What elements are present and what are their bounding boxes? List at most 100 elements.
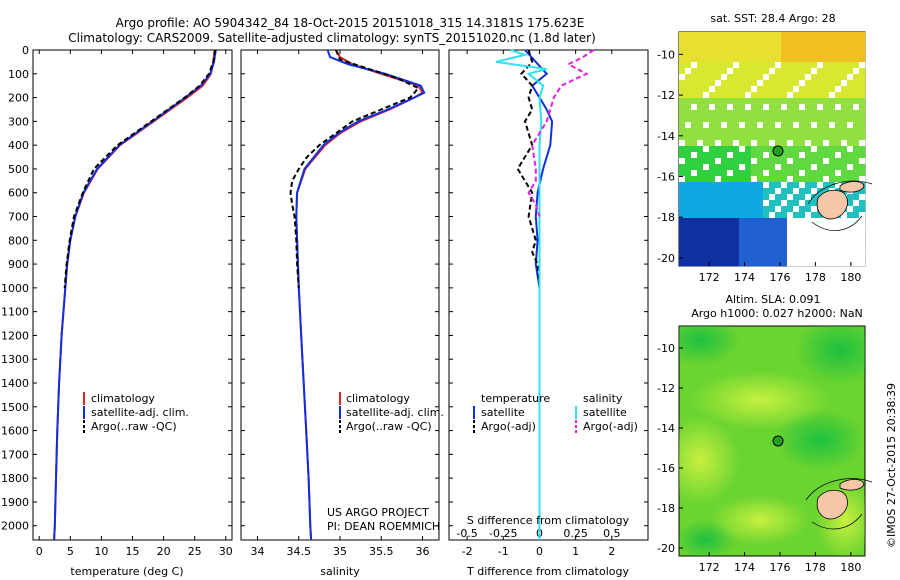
sst-cell xyxy=(727,146,734,153)
sst-cell xyxy=(679,200,686,207)
sst-cell xyxy=(811,50,818,57)
sst-cell xyxy=(799,230,806,237)
sst-cell xyxy=(733,122,740,129)
sst-cell xyxy=(709,260,716,267)
sst-cell xyxy=(745,92,752,99)
sst-cell xyxy=(775,50,782,57)
sst-cell xyxy=(763,128,770,135)
sst-cell xyxy=(727,152,734,159)
sst-cell xyxy=(799,218,806,225)
series-line-satellite xyxy=(495,49,547,540)
sst-cell xyxy=(859,170,866,177)
sst-cell xyxy=(859,200,866,207)
sst-cell xyxy=(733,56,740,63)
sst-cell xyxy=(733,128,740,135)
sst-cell xyxy=(835,140,842,147)
sst-cell xyxy=(691,98,698,105)
sst-cell xyxy=(799,152,806,159)
sst-cell xyxy=(733,200,740,207)
sst-cell xyxy=(841,110,848,117)
sst-cell xyxy=(787,242,794,249)
sst-cell xyxy=(685,92,692,99)
sst-cell xyxy=(727,194,734,201)
sst-cell xyxy=(733,98,740,105)
sst-cell xyxy=(853,242,860,249)
sst-cell xyxy=(829,158,836,165)
sst-cell xyxy=(769,164,776,171)
sst-cell xyxy=(751,254,758,261)
sst-cell xyxy=(859,158,866,165)
sst-cell xyxy=(679,230,686,237)
argo-position-marker xyxy=(772,145,784,157)
sst-cell xyxy=(703,176,710,183)
sst-cell xyxy=(739,170,746,177)
sst-cell xyxy=(763,92,770,99)
series-line-argo-raw-qc- xyxy=(289,49,421,288)
sst-cell xyxy=(847,92,854,99)
sst-cell xyxy=(697,170,704,177)
sst-cell xyxy=(715,62,722,69)
sst-cell xyxy=(739,104,746,111)
sst-cell xyxy=(799,92,806,99)
sst-cell xyxy=(781,200,788,207)
sst-cell xyxy=(745,80,752,87)
sst-cell xyxy=(799,134,806,141)
sst-cell xyxy=(685,50,692,57)
sst-cell xyxy=(679,44,686,51)
sst-cell xyxy=(757,236,764,243)
sst-cell xyxy=(853,206,860,213)
sst-cell xyxy=(691,152,698,159)
sst-cell xyxy=(847,218,854,225)
sst-cell xyxy=(775,98,782,105)
sst-cell xyxy=(847,248,854,255)
sst-cell xyxy=(787,170,794,177)
sst-cell xyxy=(847,116,854,123)
sst-cell xyxy=(691,242,698,249)
sst-cell xyxy=(835,98,842,105)
sst-cell xyxy=(715,176,722,183)
sst-cell xyxy=(757,224,764,231)
sst-cell xyxy=(853,38,860,45)
sst-cell xyxy=(709,86,716,93)
sst-cell xyxy=(823,236,830,243)
sst-cell xyxy=(697,74,704,81)
sst-cell xyxy=(853,254,860,261)
map-y-tick-label: -10 xyxy=(657,48,675,61)
sst-cell xyxy=(697,236,704,243)
sst-cell xyxy=(799,38,806,45)
sst-cell xyxy=(703,188,710,195)
sst-cell xyxy=(679,98,686,105)
map-y-tick-label: -10 xyxy=(657,342,675,355)
sst-cell xyxy=(829,110,836,117)
sst-cell xyxy=(829,50,836,57)
sst-cell xyxy=(787,98,794,105)
sst-cell xyxy=(859,224,866,231)
sst-cell xyxy=(733,110,740,117)
sst-cell xyxy=(727,224,734,231)
sst-cell xyxy=(793,194,800,201)
sst-cell xyxy=(829,122,836,129)
y-tick-label: 1700 xyxy=(1,448,29,461)
sst-cell xyxy=(805,68,812,75)
sst-cell xyxy=(829,230,836,237)
sst-cell xyxy=(709,158,716,165)
sst-cell xyxy=(679,152,686,159)
sst-cell xyxy=(739,248,746,255)
sst-cell xyxy=(715,122,722,129)
map-x-tick-label: 178 xyxy=(805,271,826,284)
sst-cell xyxy=(721,194,728,201)
sst-cell xyxy=(799,104,806,111)
sst-cell xyxy=(823,140,830,147)
sst-cell xyxy=(799,212,806,219)
sst-cell xyxy=(679,188,686,195)
sst-cell xyxy=(745,212,752,219)
sst-cell xyxy=(787,152,794,159)
sst-cell xyxy=(775,176,782,183)
sst-cell xyxy=(709,212,716,219)
sst-cell xyxy=(739,80,746,87)
sst-cell xyxy=(733,92,740,99)
sst-cell xyxy=(775,254,782,261)
sst-cell xyxy=(817,110,824,117)
sst-cell xyxy=(847,98,854,105)
legend-sal-satellite: satellite xyxy=(583,406,627,419)
